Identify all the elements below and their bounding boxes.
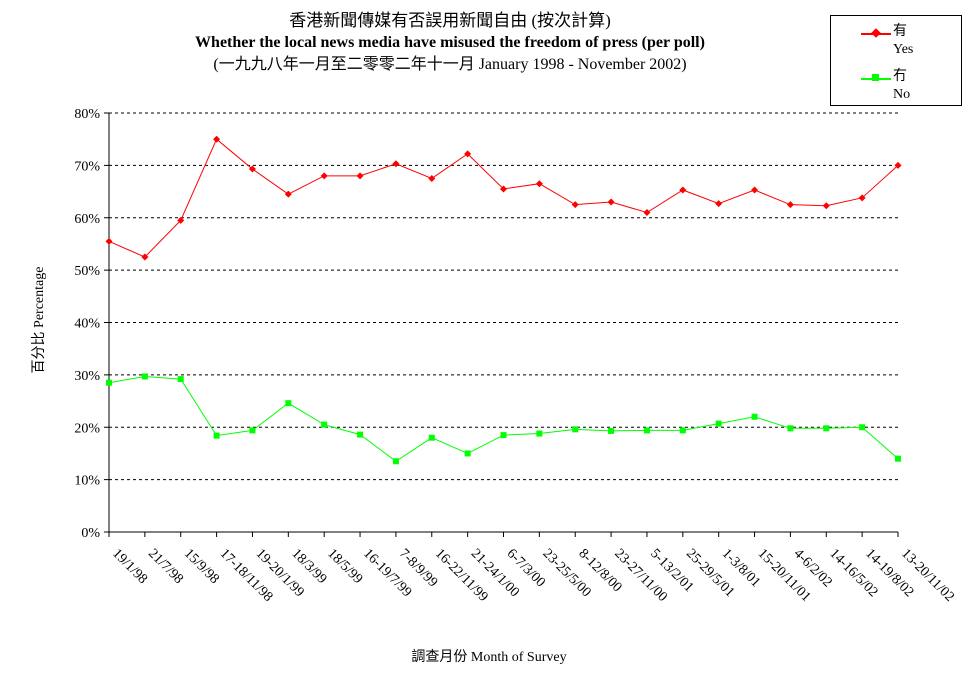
data-point-no bbox=[895, 455, 901, 462]
data-point-yes bbox=[894, 161, 902, 169]
data-point-yes bbox=[679, 186, 687, 194]
data-point-yes bbox=[643, 209, 651, 217]
data-point-yes bbox=[428, 174, 436, 182]
data-point-no bbox=[285, 400, 292, 407]
y-tick-label: 30% bbox=[74, 369, 100, 384]
data-point-no bbox=[572, 426, 579, 433]
data-point-no bbox=[859, 424, 866, 431]
y-tick-label: 20% bbox=[74, 421, 100, 436]
data-point-yes bbox=[786, 201, 794, 209]
data-point-no bbox=[679, 427, 686, 434]
data-point-yes bbox=[535, 180, 543, 188]
data-point-no bbox=[643, 427, 650, 434]
data-point-yes bbox=[464, 150, 472, 158]
data-point-no bbox=[177, 376, 184, 383]
data-point-no bbox=[392, 458, 399, 465]
series-line-no bbox=[108, 375, 899, 462]
data-point-yes bbox=[177, 216, 185, 224]
data-point-yes bbox=[715, 200, 723, 208]
legend-item-no: 冇 No bbox=[831, 64, 961, 104]
data-point-yes bbox=[822, 202, 830, 210]
data-point-no bbox=[321, 421, 328, 428]
y-axis-label: 百分比 Percentage bbox=[32, 266, 47, 374]
data-point-no bbox=[464, 450, 471, 457]
data-point-no bbox=[428, 434, 435, 441]
data-point-yes bbox=[320, 172, 328, 180]
y-tick-label: 50% bbox=[74, 264, 100, 279]
y-tick-label: 40% bbox=[74, 317, 100, 332]
data-point-yes bbox=[858, 194, 866, 202]
data-point-yes bbox=[105, 237, 113, 245]
data-point-yes bbox=[751, 186, 759, 194]
y-tick-label: 10% bbox=[74, 474, 100, 489]
data-point-yes bbox=[213, 135, 221, 143]
data-point-yes bbox=[356, 172, 364, 180]
data-point-no bbox=[751, 413, 758, 420]
data-point-no bbox=[608, 427, 615, 434]
legend-marker-yes bbox=[871, 28, 881, 38]
data-point-no bbox=[213, 432, 220, 439]
data-point-no bbox=[106, 379, 112, 386]
series-line-yes bbox=[108, 138, 899, 258]
data-point-no bbox=[249, 427, 256, 434]
legend: 有 Yes 冇 No bbox=[830, 15, 962, 106]
chart-subtitle: Whether the local news media have misuse… bbox=[195, 34, 705, 51]
data-point-no bbox=[823, 425, 830, 432]
data-point-yes bbox=[141, 253, 149, 261]
data-point-no bbox=[715, 420, 722, 427]
data-point-no bbox=[536, 430, 543, 437]
chart-date-range: (一九九八年一月至二零零二年十一月 January 1998 - Novembe… bbox=[213, 56, 687, 73]
legend-item-yes: 有 Yes bbox=[831, 19, 961, 59]
data-point-yes bbox=[571, 201, 579, 209]
x-tick-label: 21/7/98 bbox=[145, 546, 186, 587]
data-point-yes bbox=[500, 185, 507, 193]
data-point-yes bbox=[248, 165, 256, 173]
legend-marker-no bbox=[872, 74, 879, 81]
y-tick-label: 0% bbox=[81, 526, 100, 541]
data-point-no bbox=[141, 373, 148, 380]
y-tick-label: 80% bbox=[74, 107, 100, 122]
data-point-yes bbox=[607, 198, 615, 206]
x-axis-label: 調查月份 Month of Survey bbox=[411, 650, 567, 665]
data-point-no bbox=[787, 425, 794, 432]
chart-title-block: 香港新聞傳媒有否誤用新聞自由 (按次計算) Whether the local … bbox=[100, 10, 800, 76]
x-tick-label: 15/9/98 bbox=[181, 546, 222, 587]
y-tick-label: 70% bbox=[74, 159, 100, 174]
data-point-yes bbox=[392, 160, 400, 168]
data-point-no bbox=[357, 431, 364, 438]
legend-label-no: 冇 No bbox=[893, 69, 911, 102]
legend-label-yes: 有 Yes bbox=[893, 24, 914, 57]
chart-title: 香港新聞傳媒有否誤用新聞自由 (按次計算) bbox=[289, 11, 611, 30]
data-point-no bbox=[500, 432, 507, 439]
y-tick-label: 60% bbox=[74, 212, 100, 227]
data-point-yes bbox=[284, 190, 292, 198]
x-tick-label: 19/1/98 bbox=[109, 546, 150, 587]
x-tick-label: 18/5/99 bbox=[324, 546, 365, 587]
